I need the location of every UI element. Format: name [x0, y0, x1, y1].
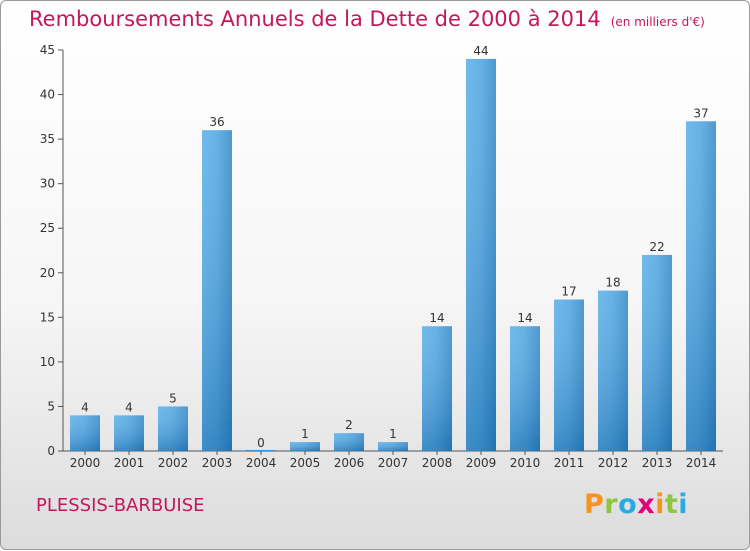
proxiti-logo: Proxiti	[584, 489, 688, 520]
y-tick-label: 45	[40, 43, 55, 57]
x-tick-label: 2004	[246, 456, 277, 470]
bar-shade	[378, 442, 408, 451]
y-tick-label: 20	[40, 266, 55, 280]
y-tick-label: 35	[40, 132, 55, 146]
bar-value-label: 4	[125, 400, 133, 414]
bar-shade	[642, 254, 672, 451]
bar-shade	[510, 326, 540, 451]
bar-shade	[686, 121, 716, 452]
bar-shade	[70, 415, 100, 451]
bar-value-label: 1	[301, 427, 309, 441]
x-tick-label: 2008	[422, 456, 453, 470]
bar-shade	[158, 406, 188, 451]
bar-value-label: 14	[429, 311, 444, 325]
bar-shade	[466, 58, 496, 452]
bar-shade	[422, 326, 452, 451]
y-tick-label: 5	[47, 399, 55, 413]
x-tick-label: 2002	[158, 456, 189, 470]
bar-value-label: 0	[257, 436, 265, 450]
bar-shade	[290, 442, 320, 451]
x-tick-label: 2014	[686, 456, 717, 470]
bar-value-label: 4	[81, 400, 89, 414]
bar-value-label: 36	[209, 115, 224, 129]
x-tick-label: 2003	[202, 456, 233, 470]
bar-value-label: 5	[169, 391, 177, 405]
logo-letter: x	[637, 489, 656, 520]
logo-letter: o	[618, 489, 638, 520]
y-tick-label: 0	[47, 444, 55, 458]
x-tick-label: 2009	[466, 456, 497, 470]
bar-shade	[598, 290, 628, 451]
x-tick-label: 2010	[510, 456, 541, 470]
x-tick-label: 2000	[70, 456, 101, 470]
x-tick-label: 2005	[290, 456, 321, 470]
bar-value-label: 22	[649, 240, 664, 254]
bar-value-label: 17	[561, 285, 576, 299]
y-tick-label: 40	[40, 88, 55, 102]
x-tick-label: 2013	[642, 456, 673, 470]
y-tick-label: 10	[40, 355, 55, 369]
bar-shade	[114, 415, 144, 451]
bar-value-label: 37	[693, 106, 708, 120]
commune-name: PLESSIS-BARBUISE	[36, 495, 205, 516]
x-tick-label: 2007	[378, 456, 409, 470]
bar-value-label: 44	[473, 44, 488, 58]
bar-value-label: 14	[517, 311, 532, 325]
x-tick-label: 2012	[598, 456, 629, 470]
y-tick-label: 30	[40, 177, 55, 191]
y-tick-label: 15	[40, 310, 55, 324]
bar-value-label: 2	[345, 418, 353, 432]
logo-letter: i	[655, 489, 665, 520]
bar-shade	[334, 433, 364, 451]
x-tick-label: 2011	[554, 456, 585, 470]
bar-value-label: 18	[605, 276, 620, 290]
logo-letter: t	[664, 489, 679, 520]
chart-title-text: Remboursements Annuels de la Dette de 20…	[29, 7, 601, 31]
chart-title: Remboursements Annuels de la Dette de 20…	[29, 7, 705, 31]
y-tick-label: 25	[40, 221, 55, 235]
bar-shade	[554, 299, 584, 451]
bar-shade	[202, 130, 232, 451]
x-tick-label: 2001	[114, 456, 145, 470]
logo-letter: i	[678, 489, 689, 520]
bar-value-label: 1	[389, 427, 397, 441]
logo-letter: r	[604, 489, 619, 520]
bar	[246, 450, 276, 451]
logo-letter: P	[584, 489, 605, 520]
chart-unit: (en milliers d'€)	[610, 15, 705, 29]
x-tick-label: 2006	[334, 456, 365, 470]
